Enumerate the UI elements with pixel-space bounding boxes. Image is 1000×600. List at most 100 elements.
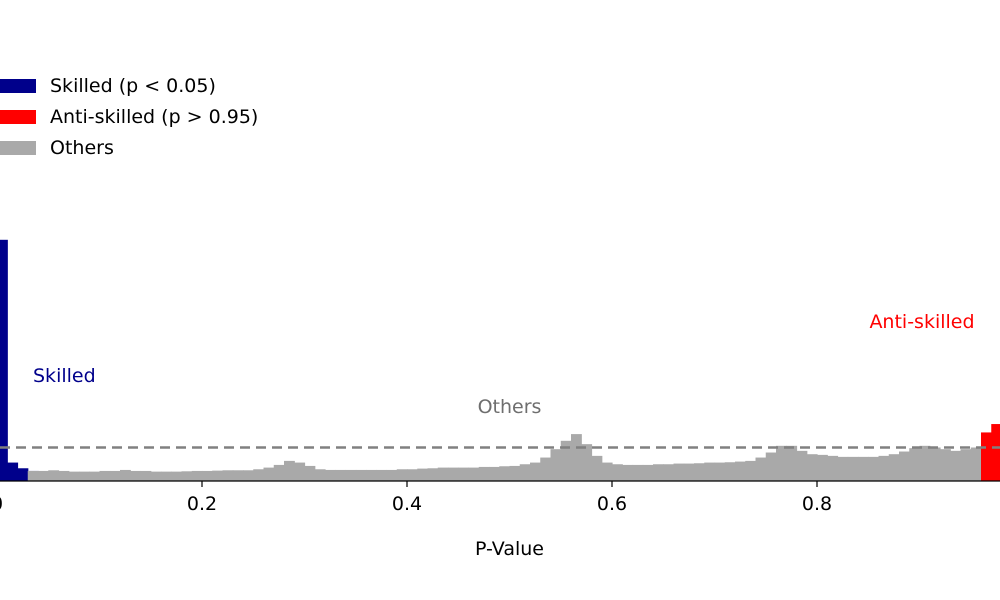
- legend-label-skilled: Skilled (p < 0.05): [50, 74, 216, 97]
- histogram-bar: [417, 468, 429, 481]
- x-tick-label: 0.4: [392, 493, 422, 515]
- histogram-bar: [735, 461, 746, 481]
- x-tick-label: 0.6: [597, 493, 627, 515]
- legend-swatch-anti-skilled: [0, 109, 36, 124]
- histogram-bar: [981, 432, 992, 481]
- histogram-bar: [161, 471, 172, 481]
- histogram-bar: [7, 462, 19, 481]
- histogram-bar: [499, 466, 511, 481]
- histogram-bar: [284, 460, 295, 481]
- histogram-bar: [335, 469, 347, 481]
- histogram-bar: [683, 463, 695, 481]
- histogram-bar: [263, 467, 275, 481]
- histogram-bar: [243, 470, 254, 481]
- annotation-anti-skilled: Anti-skilled: [869, 311, 974, 333]
- histogram-bar: [837, 456, 849, 481]
- histogram-bar: [632, 464, 644, 481]
- histogram-bar: [991, 424, 1000, 481]
- histogram-bar: [448, 467, 459, 481]
- histogram-bar: [253, 469, 265, 481]
- histogram-bar: [468, 467, 480, 481]
- histogram-bar: [109, 470, 121, 481]
- histogram-bar: [355, 469, 367, 481]
- histogram-bar: [919, 445, 931, 481]
- histogram-bar: [581, 444, 593, 481]
- legend-label-others: Others: [50, 136, 114, 159]
- histogram-bar: [427, 468, 439, 481]
- histogram-bar: [27, 470, 39, 481]
- histogram-bar: [714, 462, 726, 481]
- histogram-bar: [386, 469, 398, 481]
- x-tick-label: 0: [0, 493, 3, 515]
- histogram-bar: [560, 440, 572, 481]
- histogram-bar: [140, 470, 152, 481]
- histogram-bar: [704, 462, 716, 481]
- histogram-bar: [17, 468, 29, 481]
- histogram-bar: [232, 470, 244, 481]
- histogram-bar: [550, 449, 562, 481]
- histogram-bar: [304, 465, 316, 481]
- histogram-bar: [181, 471, 193, 481]
- histogram-bar: [960, 449, 972, 481]
- histogram-bar: [888, 454, 900, 481]
- histogram-bar: [694, 463, 705, 481]
- histogram-bar: [458, 467, 470, 481]
- histogram-bar: [806, 454, 818, 481]
- histogram-bar: [642, 464, 654, 481]
- histogram-bar: [530, 462, 541, 481]
- legend-item-others: Others: [0, 132, 258, 163]
- x-tick-label: 0.2: [187, 493, 217, 515]
- histogram-bar: [273, 464, 285, 481]
- histogram-bar: [663, 464, 675, 481]
- histogram-bar: [909, 448, 921, 481]
- histogram-bar: [0, 239, 8, 481]
- histogram-bar: [212, 470, 224, 481]
- histogram-bar: [130, 470, 142, 481]
- histogram-bar: [929, 447, 941, 481]
- histogram-bar: [150, 471, 162, 481]
- histogram-bar: [437, 467, 449, 481]
- histogram-bar: [89, 471, 101, 481]
- histogram-bar: [970, 447, 982, 481]
- histogram-bar: [878, 455, 890, 482]
- histogram-bar: [571, 434, 582, 481]
- histogram-bar: [612, 464, 623, 481]
- histogram-bar: [294, 462, 306, 481]
- histogram-bar: [765, 452, 777, 481]
- histogram-bar: [48, 470, 60, 481]
- histogram-bar: [540, 457, 552, 481]
- histogram-bar: [478, 466, 490, 481]
- histogram-bar: [745, 460, 757, 481]
- histogram-bar: [99, 470, 111, 481]
- histogram-bar: [776, 445, 787, 481]
- histogram-bar: [345, 469, 357, 481]
- histogram-bar: [489, 466, 500, 481]
- histogram-bars: [0, 239, 1000, 482]
- histogram-bar: [79, 471, 90, 481]
- histogram-bar: [755, 457, 767, 481]
- histogram-bar: [68, 471, 80, 481]
- histogram-bar: [827, 455, 839, 482]
- histogram-bar: [601, 462, 613, 481]
- histogram-bar: [191, 470, 203, 481]
- annotation-others: Others: [478, 396, 542, 418]
- histogram-bar: [847, 456, 859, 481]
- histogram-bar: [396, 469, 408, 481]
- histogram-bar: [622, 464, 634, 481]
- histogram-bar: [940, 449, 951, 481]
- histogram-bar: [796, 450, 808, 481]
- legend-item-anti-skilled: Anti-skilled (p > 0.95): [0, 101, 258, 132]
- legend-item-skilled: Skilled (p < 0.05): [0, 70, 258, 101]
- histogram-bar: [376, 469, 388, 481]
- legend-swatch-others: [0, 140, 36, 155]
- histogram-bar: [407, 469, 418, 481]
- histogram-bar: [366, 469, 377, 481]
- histogram-bar: [786, 445, 798, 481]
- histogram-bar: [325, 469, 336, 481]
- histogram-bar: [817, 454, 828, 481]
- annotation-skilled: Skilled: [33, 365, 96, 387]
- histogram-bar: [653, 464, 664, 481]
- x-axis-label: P-Value: [475, 538, 544, 560]
- histogram-bar: [868, 456, 880, 481]
